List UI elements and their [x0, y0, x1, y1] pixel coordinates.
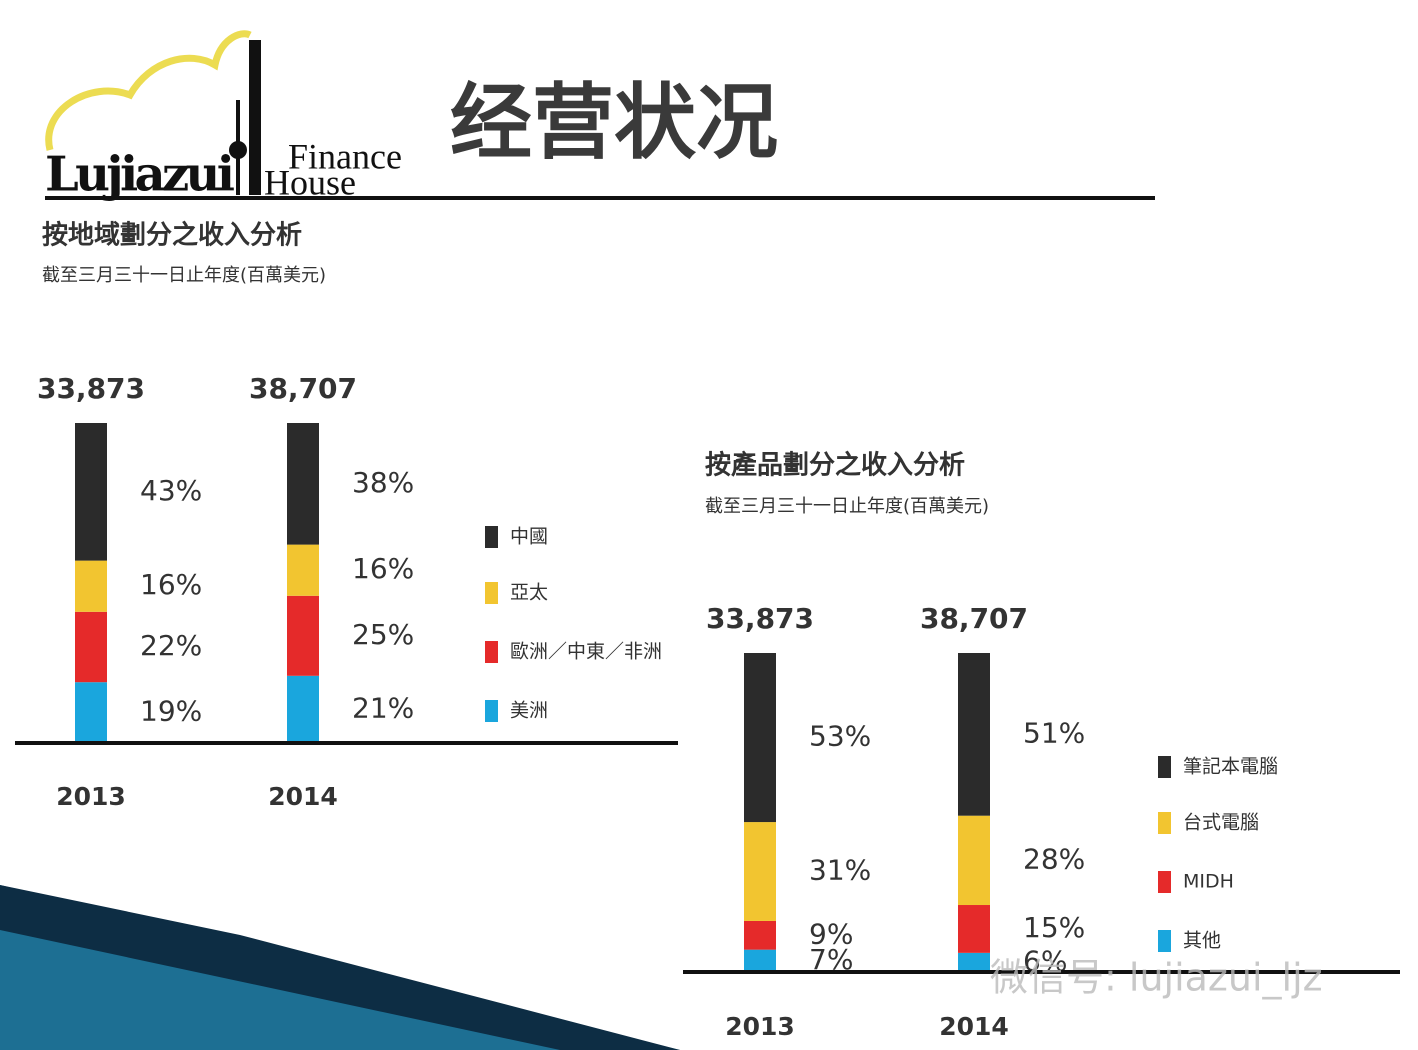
legend-swatch [1158, 930, 1171, 952]
bar-segment [75, 611, 107, 683]
total-label: 33,873 [706, 602, 814, 635]
legend-label: 中國 [510, 526, 548, 548]
bar-segment [287, 675, 319, 743]
chart-subtitle: 截至三月三十一日止年度(百萬美元) [42, 265, 326, 286]
bar-segment [287, 595, 319, 676]
bar-segment [287, 544, 319, 596]
chart-title: 按地域劃分之收入分析 [42, 220, 302, 251]
decoration [0, 885, 680, 1050]
x-tick-label: 2013 [725, 1012, 795, 1041]
bar-segment [75, 560, 107, 612]
legend-swatch [1158, 871, 1171, 893]
legend-swatch [485, 526, 498, 548]
total-label: 38,707 [249, 372, 357, 405]
data-label: 53% [809, 720, 871, 753]
logo-tower [249, 40, 261, 195]
legend-swatch [1158, 812, 1171, 834]
bar-segment [958, 815, 990, 906]
logo-text: Finance [288, 136, 402, 176]
data-label: 51% [1023, 716, 1085, 749]
bar-segment [744, 949, 776, 972]
legend-label: 亞太 [510, 582, 548, 604]
data-label: 19% [140, 695, 202, 728]
legend-label: 其他 [1183, 930, 1221, 952]
bar-segment [958, 952, 990, 972]
data-label: 38% [352, 466, 414, 499]
legend-label: MIDH [1183, 871, 1234, 893]
data-label: 28% [1023, 842, 1085, 875]
x-tick-label: 2013 [56, 782, 126, 811]
chart-subtitle: 截至三月三十一日止年度(百萬美元) [705, 496, 989, 517]
bar-segment [958, 653, 990, 816]
logo-tower [229, 141, 247, 159]
logo-text: Lujiazui [45, 147, 235, 203]
bar-segment [744, 920, 776, 950]
logo-arc [45, 30, 252, 151]
total-label: 38,707 [920, 602, 1028, 635]
data-label: 31% [809, 854, 871, 887]
bar-segment [744, 653, 776, 823]
data-label: 21% [352, 691, 414, 724]
data-label: 43% [140, 474, 202, 507]
data-label: 25% [352, 618, 414, 651]
bar-segment [744, 822, 776, 921]
legend-label: 歐洲／中東／非洲 [510, 641, 662, 663]
watermark: 微信号: lujiazui_ljz [990, 956, 1323, 1000]
legend-swatch [485, 641, 498, 663]
bar-segment [75, 682, 107, 743]
bar-segment [958, 905, 990, 953]
data-label: 15% [1023, 911, 1085, 944]
x-tick-label: 2014 [939, 1012, 1009, 1041]
data-label: 16% [140, 568, 202, 601]
data-label: 16% [352, 552, 414, 585]
legend-label: 筆記本電腦 [1183, 756, 1278, 778]
data-label: 9% [809, 917, 853, 950]
legend-swatch [485, 700, 498, 722]
data-label: 22% [140, 629, 202, 662]
x-tick-label: 2014 [268, 782, 338, 811]
logo-text: House [264, 162, 356, 202]
slide-title: 经营状况 [450, 75, 778, 170]
bar-segment [287, 423, 319, 545]
bar-segment [75, 423, 107, 561]
legend-swatch [485, 582, 498, 604]
legend-swatch [1158, 756, 1171, 778]
chart-title: 按產品劃分之收入分析 [705, 450, 965, 481]
total-label: 33,873 [37, 372, 145, 405]
legend-label: 美洲 [510, 700, 548, 722]
legend-label: 台式電腦 [1183, 812, 1259, 834]
